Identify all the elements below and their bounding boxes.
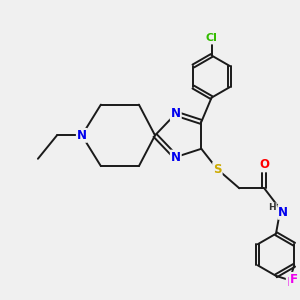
Text: O: O — [259, 158, 269, 171]
Text: F: F — [287, 276, 295, 290]
Text: F: F — [290, 273, 298, 286]
Text: Cl: Cl — [206, 34, 218, 44]
Text: N: N — [77, 129, 87, 142]
Text: N: N — [171, 107, 181, 120]
Text: N: N — [171, 151, 181, 164]
Text: H: H — [268, 203, 276, 212]
Text: S: S — [213, 163, 222, 176]
Text: N: N — [278, 206, 288, 219]
